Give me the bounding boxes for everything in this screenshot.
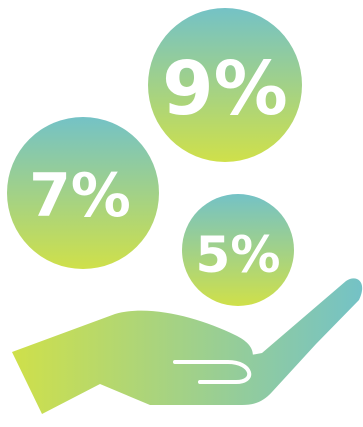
- percent-coin-icon: [7, 117, 159, 269]
- hand-thumb-line: [173, 360, 252, 384]
- coin-7-percent: 7%: [7, 117, 159, 269]
- coin-5-percent: 5%: [182, 194, 294, 306]
- percent-coin-icon: [182, 194, 294, 306]
- open-hand-icon: [12, 278, 363, 414]
- hand-shape: [12, 278, 363, 414]
- coin-label-7: 7%: [29, 161, 131, 231]
- percent-coin-icon: [148, 8, 302, 162]
- coin-9-percent: 9%: [148, 8, 302, 162]
- coin-label-5: 5%: [196, 226, 281, 284]
- coin-label-9: 9%: [162, 46, 288, 132]
